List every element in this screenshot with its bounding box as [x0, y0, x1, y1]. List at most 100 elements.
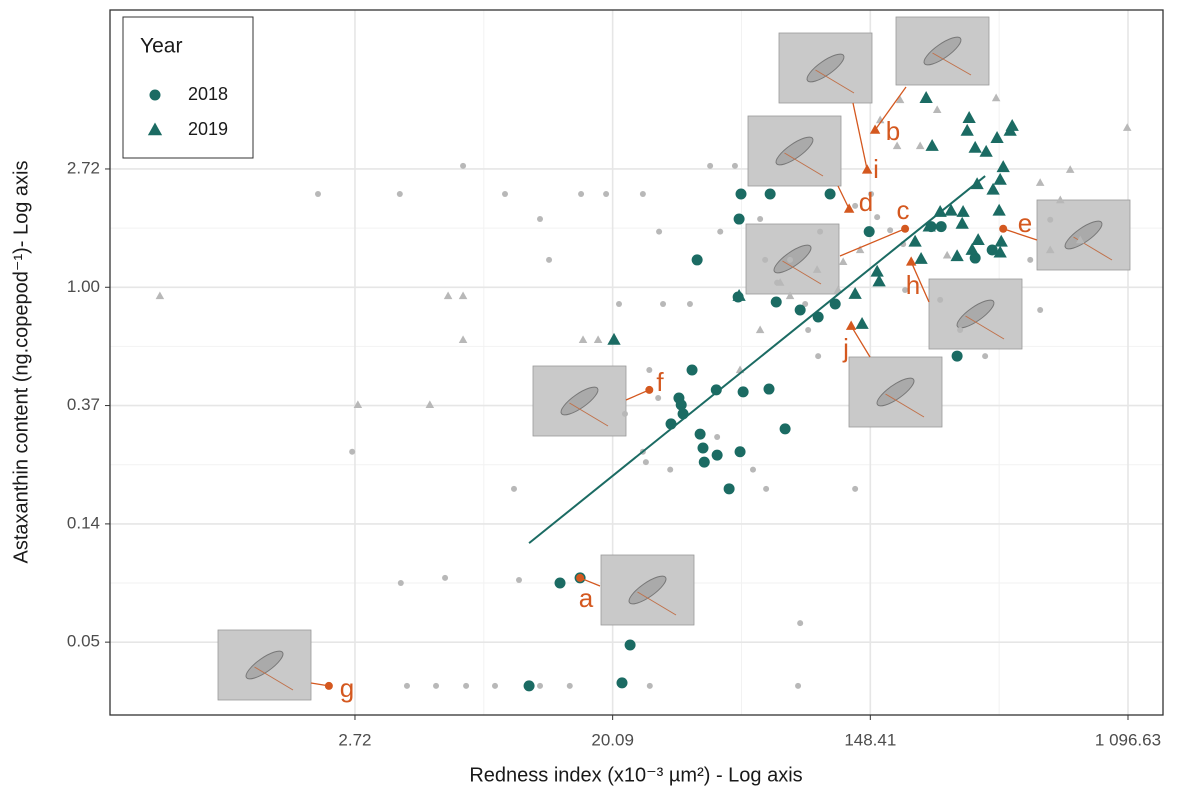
circle-point: [852, 485, 859, 492]
circle-point: [616, 677, 628, 689]
triangle-point: [875, 115, 885, 124]
circle-point: [675, 399, 687, 411]
triangle-point: [919, 91, 933, 103]
triangle-point: [755, 325, 765, 334]
circle-point: [763, 485, 770, 492]
triangle-point: [892, 141, 902, 150]
y-tick-label: 0.05: [67, 632, 100, 651]
circle-point: [403, 682, 410, 689]
thumbnail-antenna: [254, 666, 294, 691]
triangle-point: [843, 203, 855, 213]
leader-line: [910, 261, 930, 303]
x-tick-label: 2.72: [338, 730, 371, 749]
plot-frame: [109, 9, 1164, 716]
circle-point: [749, 466, 756, 473]
triangle-point: [458, 335, 468, 344]
circle-point: [735, 188, 747, 200]
triangle-point: [607, 332, 621, 345]
circle-point: [757, 216, 764, 223]
circle-point: [794, 304, 806, 316]
circle-point: [686, 364, 698, 376]
triangle-point: [986, 182, 1000, 195]
circle-point: [523, 680, 535, 692]
triangle-point: [870, 264, 884, 277]
legend-label: 2019: [188, 119, 228, 139]
annotation-label: j: [842, 333, 849, 363]
triangle-point: [994, 234, 1008, 247]
x-tick-label: 1 096.63: [1095, 730, 1161, 749]
thumbnail: [928, 278, 1023, 350]
annotation-label: e: [1018, 208, 1032, 238]
triangle-point: [785, 291, 795, 300]
circle-point: [901, 224, 910, 233]
thumbnail-copepod: [628, 575, 667, 605]
triangle-point: [908, 234, 922, 247]
circle-point: [492, 682, 499, 689]
triangle-point: [991, 93, 1001, 102]
y-tick-label: 0.14: [67, 513, 100, 532]
triangle-point: [1122, 123, 1132, 131]
leader-line: [874, 86, 907, 131]
thumbnail-antenna: [965, 315, 1005, 340]
fit-line: [528, 175, 986, 544]
legend-label: 2018: [188, 84, 228, 104]
legend-box: [122, 16, 254, 159]
circle-point: [957, 326, 964, 333]
triangle-point: [838, 257, 848, 265]
circle-point: [578, 190, 585, 197]
circle-point: [829, 298, 841, 310]
circle-point: [1027, 256, 1034, 263]
thumbnail-antenna: [782, 260, 822, 285]
y-tick-label: 2.72: [67, 158, 100, 177]
triangle-point: [895, 95, 905, 104]
legend-title: Year: [140, 35, 182, 58]
circle-point: [1037, 307, 1044, 314]
triangle-point: [944, 203, 958, 216]
circle-point: [314, 190, 321, 197]
thumbnail-antenna: [932, 52, 972, 76]
circle-point: [710, 384, 722, 396]
triangle-point: [1056, 195, 1065, 204]
thumbnail-copepod: [876, 377, 915, 407]
annotation-label: g: [340, 673, 354, 703]
circle-point: [737, 386, 749, 398]
triangle-point: [962, 111, 976, 123]
circle-point: [646, 366, 653, 373]
thumbnail-antenna: [637, 591, 677, 616]
circle-point: [501, 190, 508, 197]
thumbnail-antenna: [885, 393, 925, 418]
circle-point: [697, 442, 709, 454]
circle-point: [433, 682, 440, 689]
circle-point: [707, 162, 714, 169]
triangle-point: [848, 286, 862, 299]
triangle-point: [956, 204, 970, 217]
triangle-point: [915, 141, 925, 150]
triangle-point: [812, 265, 822, 273]
circle-point: [516, 577, 523, 584]
circle-point: [887, 227, 894, 234]
triangle-point: [968, 140, 982, 153]
circle-point: [546, 256, 553, 263]
triangle-point: [732, 288, 746, 301]
triangle-point: [861, 164, 873, 174]
circle-point: [642, 459, 649, 466]
circle-point: [902, 287, 909, 294]
circle-point: [396, 190, 403, 197]
circle-point: [770, 296, 782, 308]
triangle-point: [965, 243, 979, 255]
circle-point: [787, 256, 794, 263]
circle-point: [460, 162, 467, 169]
circle-point: [824, 188, 836, 200]
x-tick-label: 20.09: [591, 730, 634, 749]
thumbnail-copepod: [956, 299, 995, 329]
leader-line: [1002, 228, 1038, 241]
triangle-point: [1065, 165, 1075, 173]
circle-point: [615, 301, 622, 308]
circle-point: [723, 483, 735, 495]
triangle-point: [425, 400, 435, 409]
triangle-point: [869, 124, 881, 134]
circle-point: [762, 256, 769, 263]
marks: a b cd e f g h i j: [155, 86, 1132, 703]
circle-point: [510, 485, 517, 492]
triangle-point: [905, 256, 917, 266]
